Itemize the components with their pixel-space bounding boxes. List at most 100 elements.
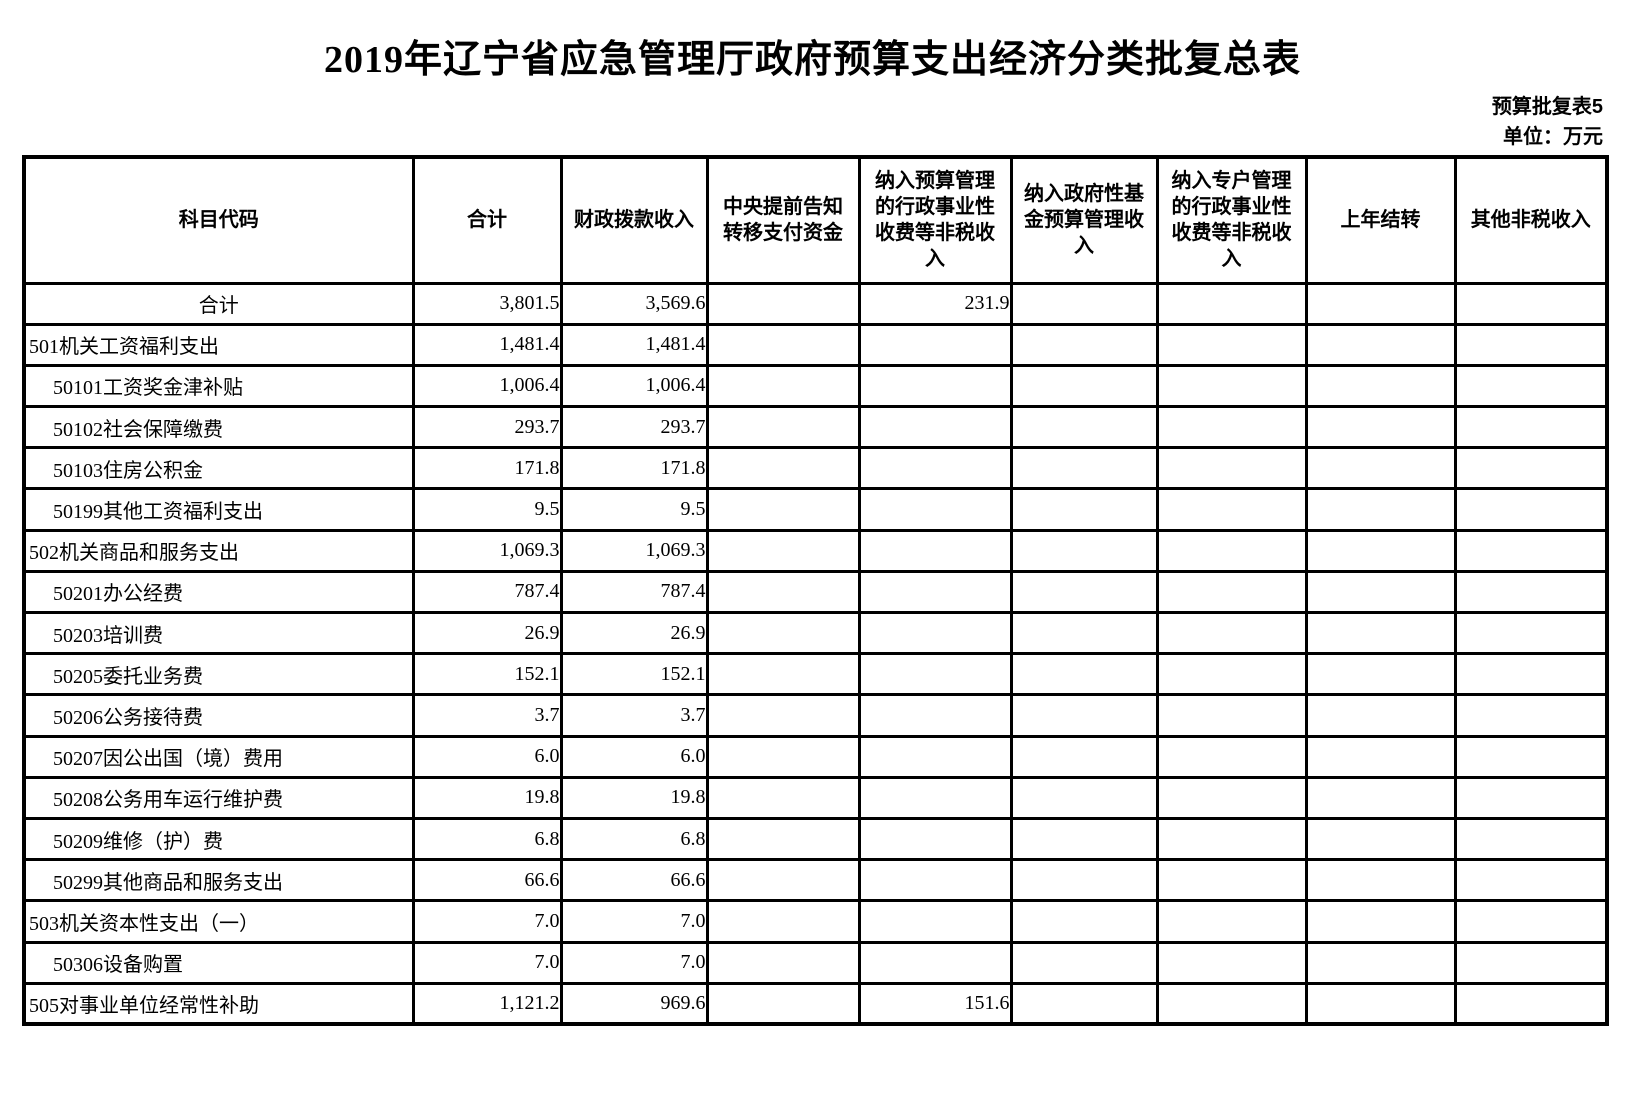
- value-cell: [705, 940, 861, 985]
- value-cell: [1155, 487, 1308, 532]
- value-cell: [1009, 363, 1159, 409]
- col-header-subject-code: 科目代码: [22, 155, 415, 285]
- value-cell: 1,481.4: [411, 322, 563, 367]
- value-cell: [705, 363, 861, 409]
- value-cell: 1,006.4: [411, 363, 563, 409]
- value-cell: [1453, 446, 1609, 491]
- value-cell: 26.9: [559, 610, 709, 656]
- col-header-central-transfer: 中央提前告知 转移支付资金: [705, 155, 861, 285]
- value-cell: [857, 610, 1013, 656]
- value-cell: 7.0: [411, 940, 563, 985]
- value-cell: [1009, 981, 1159, 1026]
- document-title: 2019年辽宁省应急管理厅政府预算支出经济分类批复总表: [323, 39, 1301, 81]
- value-cell: [1009, 281, 1159, 326]
- table-row: 50205委托业务费 152.1 152.1: [22, 652, 1609, 697]
- value-cell: [705, 693, 861, 738]
- table-row: 50207因公出国（境）费用 6.0 6.0: [22, 734, 1609, 779]
- col-header-special-account-nontax: 纳入专户管理 的行政事业性 收费等非税收 入: [1155, 155, 1308, 285]
- value-cell: [705, 734, 861, 779]
- subject-cell: 505对事业单位经常性补助: [22, 981, 415, 1026]
- value-cell: 1,006.4: [559, 363, 709, 409]
- value-cell: [1453, 693, 1609, 738]
- value-cell: 1,069.3: [411, 528, 563, 573]
- value-cell: [1009, 693, 1159, 738]
- value-cell: [857, 816, 1013, 862]
- value-cell: [1155, 610, 1308, 656]
- value-cell: [857, 734, 1013, 779]
- value-cell: 787.4: [411, 569, 563, 615]
- value-cell: 7.0: [559, 899, 709, 944]
- value-cell: [1155, 322, 1308, 367]
- value-cell: [1304, 487, 1457, 532]
- value-cell: 293.7: [411, 405, 563, 450]
- col-header-gov-fund-budget: 纳入政府性基 金预算管理收 入: [1009, 155, 1159, 285]
- value-cell: [1453, 652, 1609, 697]
- value-cell: [857, 693, 1013, 738]
- subject-cell: 50306设备购置: [22, 940, 415, 985]
- table-row: 50199其他工资福利支出 9.5 9.5: [22, 487, 1609, 532]
- value-cell: [1304, 693, 1457, 738]
- col-header-other-nontax: 其他非税收入: [1453, 155, 1609, 285]
- table-row: 505对事业单位经常性补助 1,121.2 969.6 151.6: [22, 981, 1609, 1026]
- table-row: 50299其他商品和服务支出 66.6 66.6: [22, 858, 1609, 903]
- table-row: 502机关商品和服务支出 1,069.3 1,069.3: [22, 528, 1609, 573]
- table-row: 50201办公经费 787.4 787.4: [22, 569, 1609, 615]
- value-cell: [1155, 693, 1308, 738]
- value-cell: 1,121.2: [411, 981, 563, 1026]
- value-cell: [1304, 363, 1457, 409]
- value-cell: [1453, 899, 1609, 944]
- budget-table: 科目代码 合计 财政拨款收入 中央提前告知 转移支付资金 纳入预算管理 的行政事…: [22, 155, 1609, 1027]
- value-cell: [1304, 981, 1457, 1026]
- value-cell: [1009, 528, 1159, 573]
- value-cell: [1155, 775, 1308, 820]
- subject-cell: 50102社会保障缴费: [22, 405, 415, 450]
- value-cell: [705, 899, 861, 944]
- col-header-prior-year-carryover: 上年结转: [1304, 155, 1457, 285]
- value-cell: 3,801.5: [411, 281, 563, 326]
- value-cell: 1,069.3: [559, 528, 709, 573]
- value-cell: [1304, 816, 1457, 862]
- subject-cell: 50208公务用车运行维护费: [22, 775, 415, 820]
- value-cell: [1155, 446, 1308, 491]
- value-cell: 66.6: [559, 858, 709, 903]
- sheet-label: 预算批复表5: [1491, 96, 1603, 118]
- value-cell: [1009, 405, 1159, 450]
- value-cell: [857, 858, 1013, 903]
- value-cell: [857, 446, 1013, 491]
- value-cell: [1453, 569, 1609, 615]
- value-cell: [857, 405, 1013, 450]
- value-cell: [1453, 775, 1609, 820]
- value-cell: [1304, 775, 1457, 820]
- value-cell: [1304, 281, 1457, 326]
- value-cell: [1009, 446, 1159, 491]
- value-cell: [705, 528, 861, 573]
- value-cell: [1155, 652, 1308, 697]
- table-row: 50101工资奖金津补贴 1,006.4 1,006.4: [22, 363, 1609, 409]
- subject-cell: 50199其他工资福利支出: [22, 487, 415, 532]
- value-cell: [1009, 322, 1159, 367]
- subject-cell: 50205委托业务费: [22, 652, 415, 697]
- subject-cell: 50201办公经费: [22, 569, 415, 615]
- subject-cell: 50203培训费: [22, 610, 415, 656]
- value-cell: [1155, 816, 1308, 862]
- value-cell: [857, 899, 1013, 944]
- value-cell: [1155, 858, 1308, 903]
- value-cell: [1155, 281, 1308, 326]
- value-cell: [705, 816, 861, 862]
- table-body: 合计 3,801.5 3,569.6 231.9 501机关工资福利支出 1,481.4 1…: [22, 281, 1609, 1026]
- value-cell: 66.6: [411, 858, 563, 903]
- value-cell: 6.8: [411, 816, 563, 862]
- table-row: 501机关工资福利支出 1,481.4 1,481.4: [22, 322, 1609, 367]
- value-cell: [1304, 652, 1457, 697]
- value-cell: 151.6: [857, 981, 1013, 1026]
- value-cell: [1155, 405, 1308, 450]
- value-cell: [857, 528, 1013, 573]
- value-cell: 787.4: [559, 569, 709, 615]
- value-cell: [1304, 405, 1457, 450]
- table-row: 50208公务用车运行维护费 19.8 19.8: [22, 775, 1609, 820]
- value-cell: [1453, 940, 1609, 985]
- subject-cell: 50209维修（护）费: [22, 816, 415, 862]
- value-cell: [1453, 363, 1609, 409]
- value-cell: [1304, 569, 1457, 615]
- value-cell: 6.0: [559, 734, 709, 779]
